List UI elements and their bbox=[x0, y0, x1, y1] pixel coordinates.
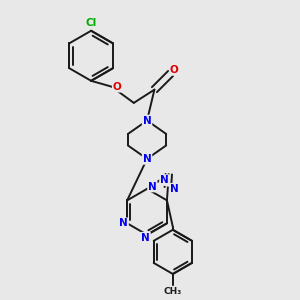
Text: O: O bbox=[112, 82, 122, 92]
Text: N: N bbox=[119, 218, 128, 228]
Text: N: N bbox=[170, 184, 179, 194]
Text: O: O bbox=[170, 65, 178, 75]
Text: CH₃: CH₃ bbox=[164, 286, 182, 296]
Text: Cl: Cl bbox=[85, 18, 97, 28]
Text: N: N bbox=[143, 154, 152, 164]
Text: N: N bbox=[141, 233, 150, 243]
Text: N: N bbox=[143, 116, 152, 126]
Text: N: N bbox=[148, 182, 157, 191]
Text: N: N bbox=[160, 175, 169, 185]
